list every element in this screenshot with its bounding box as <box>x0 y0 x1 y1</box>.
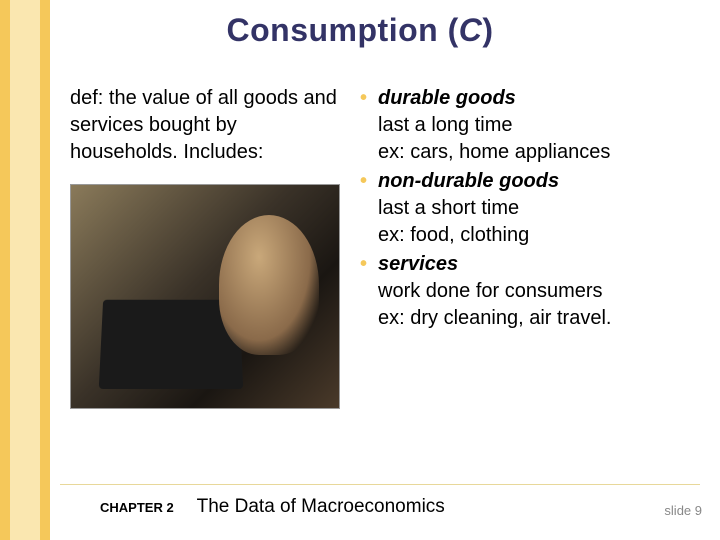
left-column: def: the value of all goods and services… <box>70 85 360 409</box>
bullet-icon: • <box>360 85 378 112</box>
bullet-term: services <box>378 253 458 275</box>
content-area: def: the value of all goods and services… <box>70 85 690 409</box>
title-c: C <box>459 12 483 48</box>
title-text: Consumption ( <box>227 12 459 48</box>
bullet-term: durable goods <box>378 87 516 109</box>
bullet-desc: work done for consumers ex: dry cleaning… <box>360 278 690 332</box>
bullet-desc: last a short time ex: food, clothing <box>360 195 690 249</box>
bullet-item-nondurable: •non-durable goods last a short time ex:… <box>360 168 690 249</box>
footer: CHAPTER 2 The Data of Macroeconomics <box>100 496 660 518</box>
bullet-icon: • <box>360 251 378 278</box>
accent-sidebar-inner <box>10 0 40 540</box>
bullet-item-durable: •durable goods last a long time ex: cars… <box>360 85 690 166</box>
right-column: •durable goods last a long time ex: cars… <box>360 85 690 409</box>
slide-title: Consumption (C) <box>0 12 720 49</box>
bullet-term: non-durable goods <box>378 170 559 192</box>
bullet-icon: • <box>360 168 378 195</box>
definition-text: def: the value of all goods and services… <box>70 85 350 166</box>
photo-placeholder <box>70 184 340 409</box>
title-close: ) <box>482 12 493 48</box>
footer-title: The Data of Macroeconomics <box>197 496 445 517</box>
footer-divider <box>60 484 700 485</box>
chapter-label: CHAPTER 2 <box>100 500 174 515</box>
bullet-item-services: •services work done for consumers ex: dr… <box>360 251 690 332</box>
slide-number: slide 9 <box>664 503 702 518</box>
accent-sidebar <box>0 0 50 540</box>
bullet-desc: last a long time ex: cars, home applianc… <box>360 112 690 166</box>
